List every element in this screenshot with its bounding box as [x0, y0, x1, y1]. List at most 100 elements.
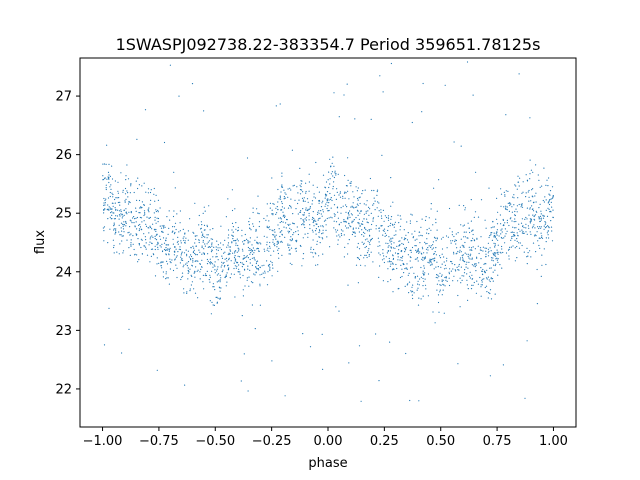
data-point [367, 210, 369, 212]
data-point [269, 202, 271, 204]
data-point [255, 230, 257, 232]
data-point [176, 276, 178, 279]
data-point [247, 390, 249, 392]
data-point [223, 252, 225, 254]
data-point [538, 207, 540, 209]
data-point [367, 240, 369, 242]
data-point [479, 276, 481, 279]
data-point [191, 275, 193, 277]
data-point [279, 231, 281, 233]
data-point [277, 270, 279, 272]
data-point [105, 188, 107, 191]
data-point [382, 91, 384, 93]
data-point [361, 234, 363, 236]
data-point [504, 195, 506, 197]
data-point [234, 208, 236, 210]
data-point [371, 237, 373, 240]
data-point [504, 222, 506, 224]
data-point [302, 191, 304, 193]
data-point [343, 94, 345, 96]
data-point [249, 269, 251, 271]
data-point [469, 258, 471, 260]
data-point [438, 179, 440, 181]
data-point [522, 191, 524, 193]
data-point [231, 241, 233, 243]
data-point [501, 267, 503, 269]
data-point [235, 244, 237, 246]
data-point [509, 202, 511, 205]
data-point [107, 204, 109, 206]
data-point [274, 231, 276, 233]
data-point [337, 239, 339, 241]
data-point [405, 352, 407, 355]
data-point [165, 240, 167, 242]
data-point [278, 247, 280, 250]
data-point [548, 201, 550, 203]
data-point [412, 236, 415, 238]
data-point [283, 189, 285, 191]
data-point [198, 239, 200, 241]
data-point [233, 267, 235, 270]
data-point [236, 262, 238, 264]
data-point [342, 195, 344, 197]
data-point [372, 204, 374, 206]
data-point [187, 239, 189, 241]
data-point [483, 278, 485, 280]
data-point [353, 231, 355, 234]
data-point [239, 271, 241, 273]
data-point [463, 260, 465, 262]
data-point [103, 344, 106, 346]
data-point [489, 375, 491, 377]
data-point [253, 273, 255, 275]
data-point [107, 242, 109, 244]
data-point [477, 216, 480, 218]
data-point [368, 230, 370, 232]
data-point [149, 216, 151, 219]
data-point [189, 288, 191, 290]
data-point [154, 235, 156, 237]
data-point [194, 292, 197, 294]
data-point [398, 240, 400, 242]
data-point [154, 248, 156, 251]
data-point [272, 214, 274, 216]
data-point [155, 239, 158, 241]
data-point [421, 111, 423, 113]
data-point [407, 254, 409, 256]
data-point [303, 224, 305, 226]
data-point [204, 210, 206, 212]
data-point [114, 198, 116, 201]
data-point [277, 240, 279, 242]
data-point [382, 234, 384, 236]
data-point [444, 264, 446, 266]
data-point [147, 209, 149, 212]
data-point [336, 188, 338, 190]
data-point [489, 280, 491, 283]
data-point [279, 196, 281, 198]
data-point [388, 260, 391, 262]
data-point [496, 249, 498, 251]
data-point [130, 233, 132, 235]
data-point [445, 277, 447, 279]
data-point [520, 206, 522, 208]
data-point [157, 209, 159, 212]
data-point [172, 226, 174, 228]
data-point [169, 258, 171, 260]
data-point [189, 218, 191, 220]
data-point [194, 202, 196, 204]
data-point [209, 246, 211, 248]
data-point [148, 244, 150, 246]
data-point [432, 258, 434, 260]
data-point [289, 187, 291, 189]
data-point [304, 226, 306, 229]
data-point [195, 266, 197, 268]
data-point [216, 253, 218, 255]
data-point [476, 257, 478, 259]
data-point [337, 243, 339, 245]
data-point [159, 207, 161, 209]
data-point [415, 245, 417, 247]
data-point [516, 205, 519, 207]
data-point [121, 352, 123, 354]
data-point [495, 258, 497, 260]
data-point [184, 233, 186, 235]
data-point [550, 220, 552, 222]
